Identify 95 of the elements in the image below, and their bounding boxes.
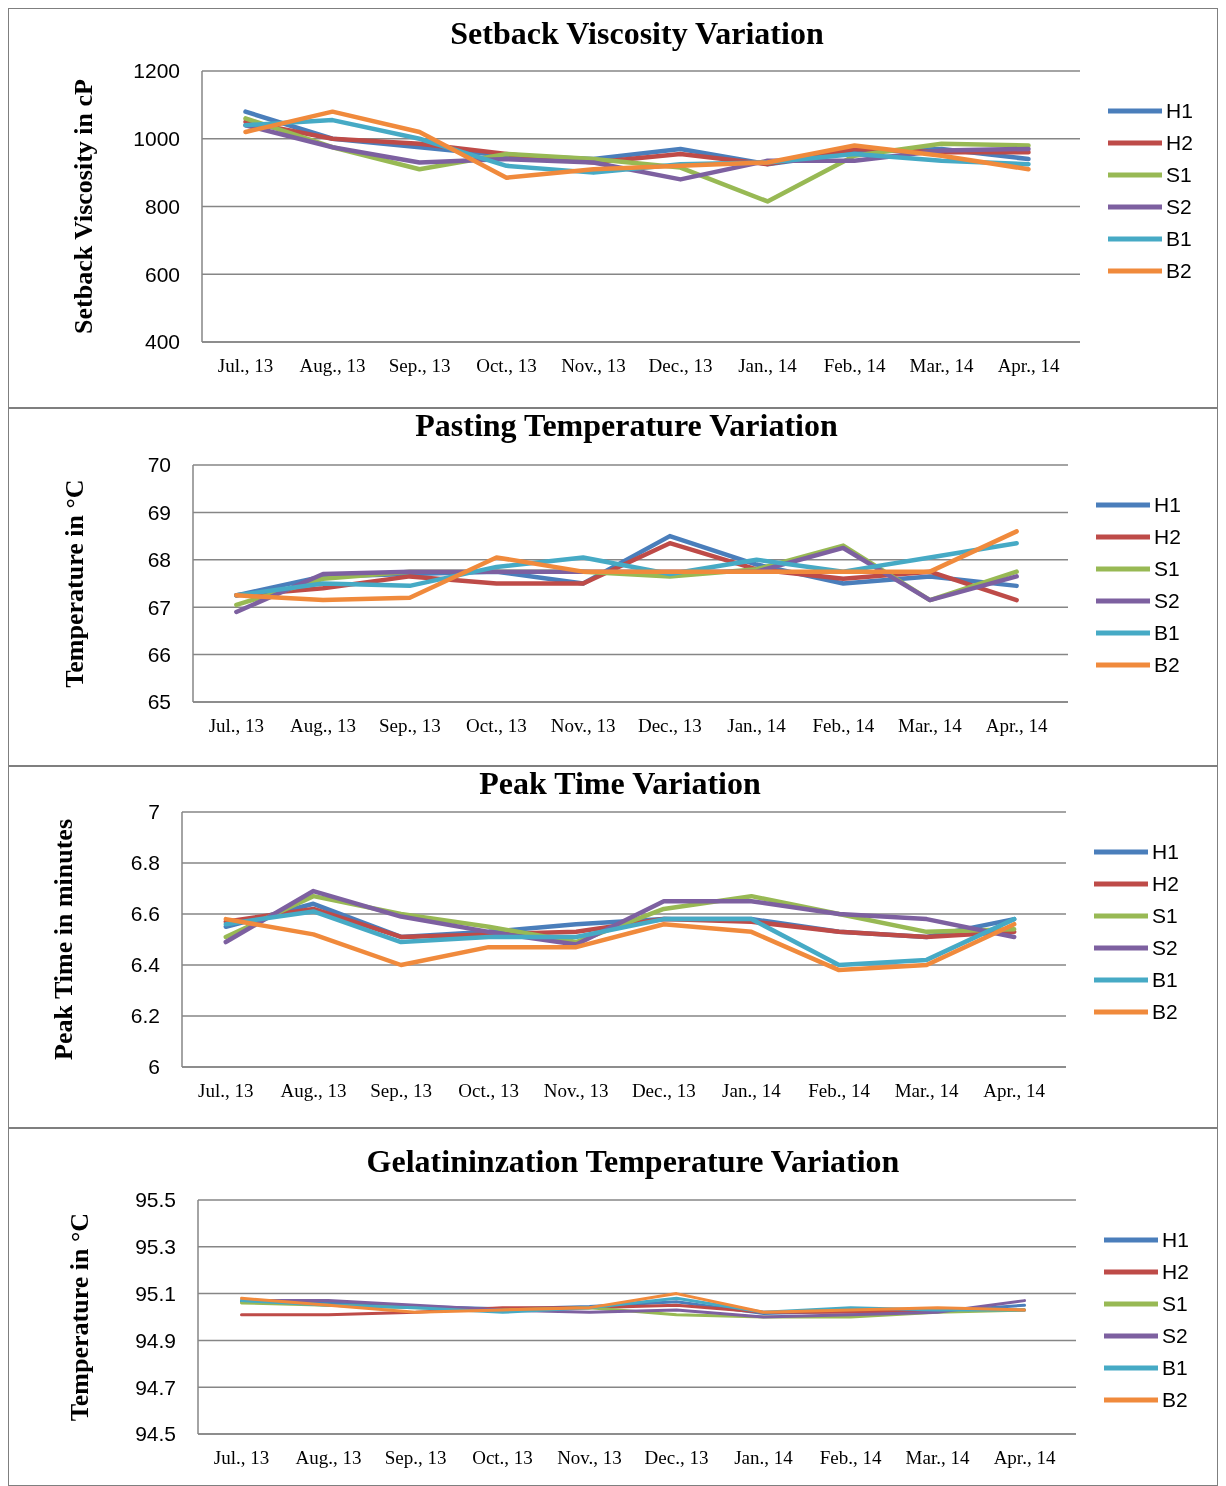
- legend-label: H1: [1166, 99, 1193, 123]
- x-tick-label: Jul., 13: [208, 715, 265, 736]
- x-tick-label: Feb., 14: [808, 1080, 871, 1101]
- y-tick-label: 94.5: [135, 1422, 176, 1446]
- y-tick-label: 1200: [133, 59, 180, 83]
- legend-label: H1: [1154, 493, 1181, 517]
- x-tick-label: Dec., 13: [637, 715, 702, 736]
- x-tick-label: Apr., 14: [997, 355, 1060, 376]
- x-tick-label: Feb., 14: [812, 715, 875, 736]
- chart-title: Gelatininzation Temperature Variation: [366, 1143, 900, 1179]
- x-tick-label: Jul., 13: [198, 1080, 254, 1101]
- legend-label: B2: [1154, 653, 1180, 677]
- legend-label: B2: [1166, 259, 1192, 283]
- x-tick-label: Nov., 13: [561, 355, 626, 376]
- x-tick-label: Dec., 13: [644, 1447, 709, 1468]
- y-tick-label: 800: [144, 194, 180, 218]
- legend-label: B1: [1162, 1356, 1188, 1380]
- y-tick-label: 68: [147, 548, 171, 572]
- x-tick-label: Mar., 14: [894, 1080, 960, 1101]
- y-tick-label: 94.7: [135, 1375, 176, 1399]
- y-tick-label: 95.1: [135, 1281, 176, 1305]
- y-tick-label: 66: [147, 642, 171, 666]
- legend-label: H2: [1152, 872, 1179, 896]
- y-tick-label: 6: [148, 1055, 160, 1079]
- y-axis-title: Temperature in °C: [60, 479, 89, 688]
- x-tick-label: Jan., 14: [727, 715, 787, 736]
- x-tick-label: Jan., 14: [738, 355, 798, 376]
- x-tick-label: Jan., 14: [734, 1447, 794, 1468]
- x-tick-label: Sep., 13: [370, 1080, 432, 1101]
- x-tick-label: Nov., 13: [550, 715, 616, 736]
- legend-label: H1: [1162, 1228, 1189, 1252]
- x-tick-label: Dec., 13: [648, 355, 713, 376]
- x-tick-label: Sep., 13: [384, 1447, 447, 1468]
- legend-label: B2: [1152, 1000, 1178, 1024]
- x-tick-label: Nov., 13: [557, 1447, 622, 1468]
- x-tick-label: Nov., 13: [543, 1080, 609, 1101]
- chart-title: Setback Viscosity Variation: [450, 15, 824, 51]
- legend-label: B1: [1166, 227, 1192, 251]
- y-axis-title: Temperature in °C: [65, 1212, 94, 1422]
- x-tick-label: Mar., 14: [898, 715, 963, 736]
- x-tick-label: Aug., 13: [299, 355, 366, 376]
- x-tick-label: Mar., 14: [909, 355, 974, 376]
- x-tick-label: Apr., 14: [983, 1080, 1046, 1101]
- legend-label: H2: [1166, 131, 1193, 155]
- x-tick-label: Aug., 13: [295, 1447, 362, 1468]
- legend-label: S1: [1154, 557, 1180, 581]
- y-tick-label: 400: [144, 330, 180, 354]
- x-tick-label: Mar., 14: [905, 1447, 970, 1468]
- y-tick-label: 65: [147, 690, 171, 714]
- legend-label: S1: [1152, 904, 1178, 928]
- x-tick-label: Apr., 14: [985, 715, 1049, 736]
- chart-title: Pasting Temperature Variation: [415, 407, 838, 443]
- chart-title: Peak Time Variation: [479, 765, 761, 801]
- legend-label: S2: [1162, 1324, 1188, 1348]
- x-tick-label: Sep., 13: [388, 355, 451, 376]
- legend-label: S2: [1154, 589, 1180, 613]
- y-tick-label: 600: [144, 262, 180, 286]
- legend-label: S1: [1162, 1292, 1188, 1316]
- x-tick-label: Dec., 13: [631, 1080, 696, 1101]
- legend-label: H1: [1152, 840, 1179, 864]
- legend-label: B1: [1154, 621, 1180, 645]
- x-tick-label: Oct., 13: [472, 1447, 533, 1468]
- legend-label: S2: [1166, 195, 1192, 219]
- y-tick-label: 94.9: [135, 1328, 176, 1352]
- y-axis-title: Setback Viscosity in cP: [69, 78, 98, 334]
- x-tick-label: Feb., 14: [823, 355, 886, 376]
- legend-label: H2: [1162, 1260, 1189, 1284]
- x-tick-label: Jan., 14: [722, 1080, 782, 1101]
- x-tick-label: Jul., 13: [217, 355, 274, 376]
- legend-label: S2: [1152, 936, 1178, 960]
- x-tick-label: Oct., 13: [466, 715, 527, 736]
- x-tick-label: Apr., 14: [993, 1447, 1056, 1468]
- x-tick-label: Jul., 13: [213, 1447, 270, 1468]
- y-tick-label: 6.6: [130, 902, 160, 926]
- x-tick-label: Oct., 13: [458, 1080, 519, 1101]
- y-tick-label: 69: [147, 500, 171, 524]
- legend-label: B1: [1152, 968, 1178, 992]
- legend-label: H2: [1154, 525, 1181, 549]
- legend-label: B2: [1162, 1388, 1188, 1412]
- y-tick-label: 7: [148, 800, 160, 824]
- x-tick-label: Sep., 13: [378, 715, 441, 736]
- y-tick-label: 6.2: [130, 1004, 160, 1028]
- y-tick-label: 67: [147, 595, 171, 619]
- y-tick-label: 95.5: [135, 1188, 176, 1212]
- x-tick-label: Feb., 14: [819, 1447, 882, 1468]
- x-tick-label: Aug., 13: [280, 1080, 347, 1101]
- y-tick-label: 70: [147, 453, 171, 477]
- y-tick-label: 1000: [133, 127, 180, 151]
- y-tick-label: 95.3: [135, 1235, 176, 1259]
- x-tick-label: Aug., 13: [290, 715, 357, 736]
- y-tick-label: 6.8: [130, 851, 160, 875]
- x-tick-label: Oct., 13: [476, 355, 537, 376]
- y-axis-title: Peak Time in minutes: [49, 818, 78, 1061]
- y-tick-label: 6.4: [130, 953, 161, 977]
- legend-label: S1: [1166, 163, 1192, 187]
